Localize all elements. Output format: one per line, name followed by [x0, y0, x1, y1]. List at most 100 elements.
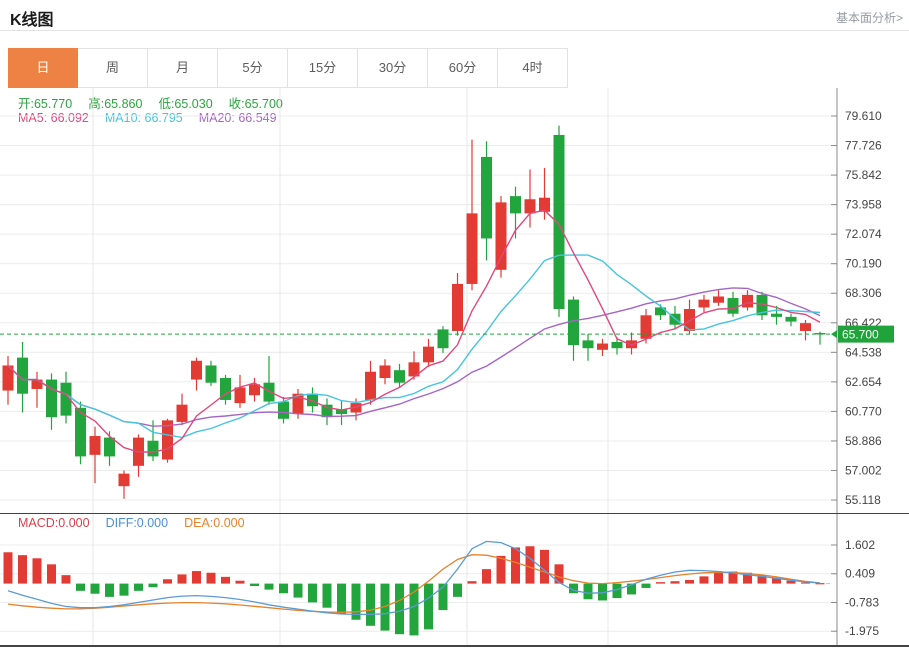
candle-body [553, 134, 565, 310]
macd-histogram-bar [105, 583, 114, 597]
tab-interval-0[interactable]: 日 [8, 48, 78, 88]
tab-interval-4[interactable]: 15分 [288, 48, 358, 88]
macd-histogram-bar [728, 571, 738, 584]
tab-interval-6[interactable]: 60分 [428, 48, 498, 88]
macd-histogram-bar [148, 583, 158, 588]
macd-histogram-bar [47, 564, 56, 584]
tab-interval-7[interactable]: 4时 [498, 48, 568, 88]
main-axis-label: 70.190 [845, 257, 882, 271]
candle-body [785, 316, 797, 322]
panel-separator-top [0, 513, 909, 514]
candle-body [60, 382, 72, 416]
macd-histogram-bar [467, 581, 477, 584]
macd-histogram-bar [76, 583, 85, 591]
candle-body [292, 393, 304, 415]
candle-body [205, 365, 217, 383]
macd-histogram-bar [351, 583, 361, 620]
macd-histogram-bar [322, 583, 332, 608]
tab-interval-1[interactable]: 周 [78, 48, 148, 88]
macd-axis-label: 0.409 [845, 567, 875, 581]
macd-chart-canvas: 1.602 0.409 -0.783 -1.975 [0, 514, 879, 645]
macd-histogram-bar [32, 558, 42, 584]
candle-body [452, 283, 463, 331]
macd-histogram-bar [815, 583, 825, 585]
macd-histogram-bar [598, 583, 607, 601]
tab-interval-3[interactable]: 5分 [218, 48, 288, 88]
candle-body [336, 409, 347, 415]
main-axis-label: 58.886 [845, 434, 882, 448]
macd-histogram-bar [18, 555, 27, 584]
quote-high: 高:65.860 [88, 97, 143, 111]
candle-body [481, 156, 492, 239]
main-axis-label: 72.074 [845, 227, 882, 241]
ohlc-readout: 开:65.770 高:65.860 低:65.030 收:65.700 [18, 93, 283, 112]
candle-body [307, 393, 318, 407]
macd-histogram-bar [163, 579, 172, 584]
tab-interval-5[interactable]: 30分 [358, 48, 428, 88]
candle-body [408, 362, 420, 377]
candlestick-chart-canvas: 79.610 77.726 75.842 73.958 72.074 70.190 68.3… [0, 88, 894, 513]
candle-body [2, 365, 14, 391]
page-header: K线图 基本面分析> [0, 0, 909, 31]
macd-histogram-bar [134, 583, 143, 591]
current-price-badge [838, 325, 894, 343]
macd-axis-label: -0.783 [845, 595, 879, 609]
main-axis-label: 79.610 [845, 109, 882, 123]
ma20-line [7, 287, 821, 427]
macd-histogram-bar [772, 577, 781, 584]
candle-body [742, 294, 753, 308]
candle-body [263, 382, 275, 402]
macd-histogram-bar [366, 583, 375, 626]
macd-value-macd: MACD:0.000 [18, 516, 90, 530]
candle-body [771, 313, 782, 317]
macd-histogram-bar [453, 583, 462, 597]
macd-histogram-bar [511, 547, 520, 584]
ma-value-ma20: MA20: 66.549 [198, 111, 277, 125]
candle-body [75, 407, 86, 457]
macd-histogram-bar [279, 583, 288, 594]
candle-body [365, 371, 376, 400]
macd-histogram-bar [409, 583, 419, 636]
candle-body [46, 379, 57, 418]
fundamental-analysis-link[interactable]: 基本面分析> [835, 11, 903, 25]
macd-histogram-bar [61, 575, 71, 584]
macd-axis-label: 1.602 [845, 538, 875, 552]
macd-histogram-bar [714, 572, 723, 584]
macd-histogram-bar [424, 583, 433, 630]
main-axis-label: 64.538 [845, 345, 882, 359]
candle-body [234, 387, 246, 404]
ma-readout: MA5: 66.092 MA10: 66.795 MA20: 66.549 [18, 111, 277, 125]
candle-body [510, 196, 521, 214]
macd-histogram-bar [699, 576, 709, 584]
macd-histogram-bar [801, 582, 810, 584]
candle-body [466, 213, 478, 284]
candle-body [147, 440, 159, 457]
macd-histogram-bar [786, 580, 796, 584]
candle-body [176, 404, 188, 422]
candle-body [495, 202, 507, 270]
macd-histogram-bar [293, 583, 303, 598]
candle-body [278, 401, 289, 419]
macd-histogram-bar [90, 583, 100, 594]
macd-histogram-bar [177, 574, 187, 584]
main-axis-label: 75.842 [845, 168, 882, 182]
diff-line [7, 540, 821, 616]
main-axis-label: 62.654 [845, 375, 882, 389]
macd-histogram-bar [627, 583, 636, 595]
candle-body [350, 403, 362, 413]
candle-body [118, 473, 130, 487]
candle-body [640, 315, 652, 339]
candle-body [597, 343, 608, 350]
macd-histogram-bar [308, 583, 317, 603]
macd-histogram-bar [525, 546, 535, 584]
macd-histogram-bar [583, 583, 593, 600]
candle-body [31, 379, 43, 389]
tab-interval-2[interactable]: 月 [148, 48, 218, 88]
candle-body [582, 340, 594, 349]
candle-body [568, 299, 579, 346]
dea-line [7, 554, 821, 613]
quote-low: 低:65.030 [158, 97, 213, 111]
main-axis-label: 60.770 [845, 404, 882, 418]
quote-close: 收:65.700 [228, 97, 283, 111]
current-price-badge-text: 65.700 [842, 328, 879, 342]
